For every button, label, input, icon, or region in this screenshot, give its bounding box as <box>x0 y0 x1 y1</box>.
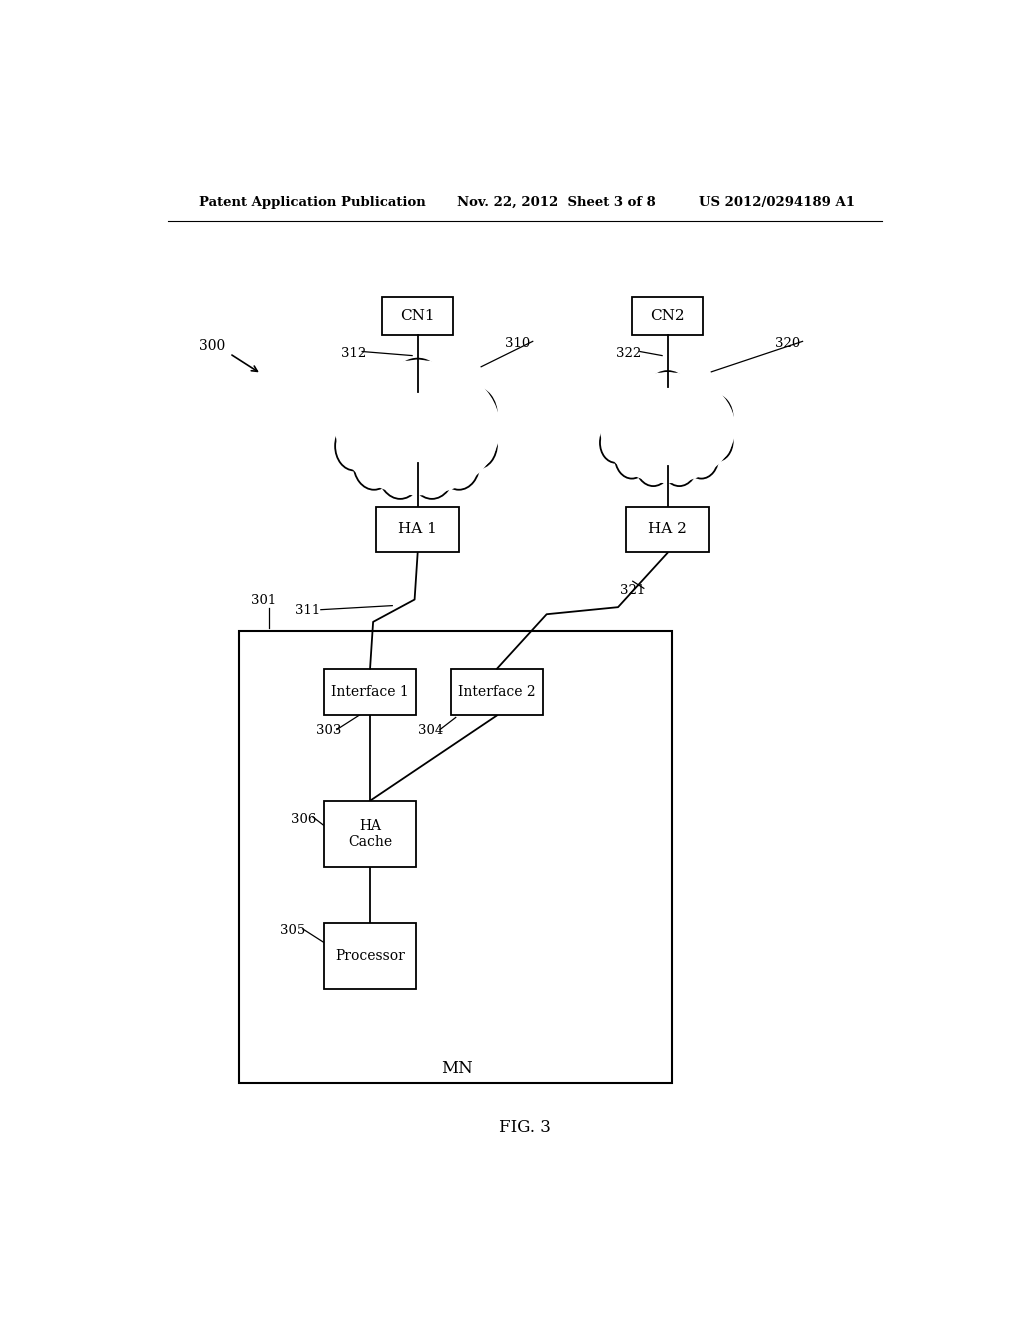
FancyBboxPatch shape <box>382 297 454 335</box>
Circle shape <box>624 384 663 434</box>
Text: 321: 321 <box>620 583 645 597</box>
Circle shape <box>685 436 719 479</box>
Circle shape <box>696 395 733 441</box>
Circle shape <box>353 437 394 490</box>
Text: 322: 322 <box>616 347 641 360</box>
Text: CN2: CN2 <box>650 309 685 323</box>
Circle shape <box>662 440 697 486</box>
Text: FIG. 3: FIG. 3 <box>499 1118 551 1135</box>
Circle shape <box>378 442 423 499</box>
Circle shape <box>364 375 412 436</box>
FancyBboxPatch shape <box>325 801 416 867</box>
Text: 310: 310 <box>505 337 530 350</box>
Circle shape <box>335 421 373 470</box>
Circle shape <box>635 440 672 486</box>
Circle shape <box>604 400 638 442</box>
Text: HA 1: HA 1 <box>398 523 437 536</box>
Circle shape <box>701 421 733 461</box>
Text: 303: 303 <box>316 725 341 737</box>
FancyBboxPatch shape <box>325 669 416 715</box>
Text: 304: 304 <box>418 725 443 737</box>
Ellipse shape <box>579 348 757 507</box>
Ellipse shape <box>600 372 735 483</box>
Circle shape <box>600 422 631 463</box>
FancyBboxPatch shape <box>452 669 543 715</box>
Circle shape <box>674 383 713 433</box>
Circle shape <box>438 437 479 490</box>
Text: 301: 301 <box>251 594 276 607</box>
Text: 305: 305 <box>281 924 305 937</box>
Circle shape <box>642 371 693 438</box>
Circle shape <box>426 372 473 434</box>
Text: CN1: CN1 <box>400 309 435 323</box>
Text: Patent Application Publication: Patent Application Publication <box>200 195 426 209</box>
FancyBboxPatch shape <box>325 923 416 989</box>
Text: Interface 2: Interface 2 <box>458 685 536 700</box>
Circle shape <box>386 359 450 440</box>
Text: 300: 300 <box>200 339 225 354</box>
Circle shape <box>615 436 649 479</box>
Text: HA
Cache: HA Cache <box>348 820 392 849</box>
Text: 312: 312 <box>341 347 366 360</box>
Circle shape <box>410 442 455 499</box>
Text: MN: MN <box>441 1060 473 1077</box>
Ellipse shape <box>335 360 500 495</box>
Ellipse shape <box>309 331 526 524</box>
FancyBboxPatch shape <box>376 507 460 552</box>
Circle shape <box>459 420 497 469</box>
Text: US 2012/0294189 A1: US 2012/0294189 A1 <box>699 195 855 209</box>
FancyBboxPatch shape <box>240 631 672 1084</box>
FancyBboxPatch shape <box>632 297 703 335</box>
Text: 320: 320 <box>775 337 800 350</box>
Text: HA 2: HA 2 <box>648 523 687 536</box>
Text: Processor: Processor <box>335 949 404 964</box>
Text: Nov. 22, 2012  Sheet 3 of 8: Nov. 22, 2012 Sheet 3 of 8 <box>458 195 656 209</box>
Text: Interface 1: Interface 1 <box>331 685 409 700</box>
FancyBboxPatch shape <box>626 507 710 552</box>
Text: 311: 311 <box>295 605 319 618</box>
Text: 306: 306 <box>291 813 316 825</box>
Circle shape <box>453 387 497 444</box>
Circle shape <box>340 393 381 446</box>
